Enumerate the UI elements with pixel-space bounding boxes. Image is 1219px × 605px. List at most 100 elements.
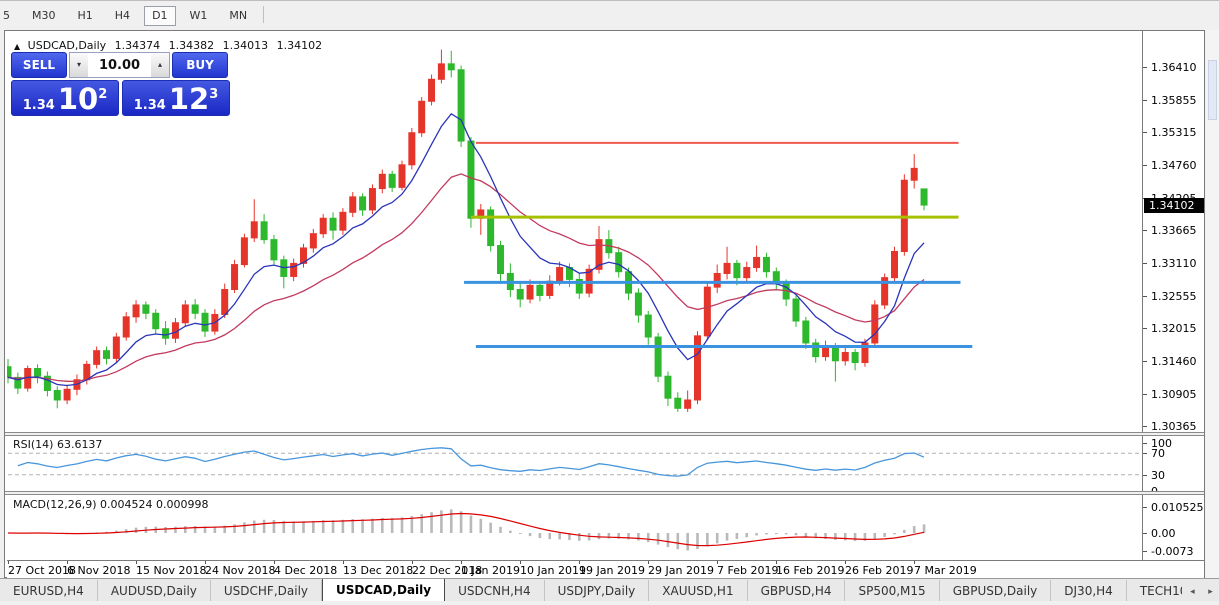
price-axis-label: 1.35315 — [1151, 126, 1197, 139]
price-axis-label: 1.30365 — [1151, 420, 1197, 433]
date-axis-label: 6 Nov 2018 — [67, 564, 131, 577]
timeframe-button-W1[interactable]: W1 — [189, 9, 208, 22]
chart-tab-gbpusd-h4[interactable]: GBPUSD,H4 — [748, 580, 846, 601]
buy-price-handle: 1.34 — [133, 98, 166, 113]
sell-price-handle: 1.34 — [22, 98, 55, 113]
macd-splitter[interactable] — [5, 491, 1204, 495]
timeframe-button-M30[interactable]: M30 — [32, 9, 56, 22]
axis-tick — [1143, 533, 1147, 534]
axis-tick — [1143, 230, 1147, 231]
date-axis-label: 16 Feb 2019 — [776, 564, 845, 577]
macd-axis-label: 0.00 — [1151, 527, 1176, 540]
date-axis-label: 15 Nov 2018 — [136, 564, 207, 577]
rsi-axis-label: 70 — [1151, 447, 1165, 460]
buy-button[interactable]: BUY — [172, 52, 228, 78]
date-tick — [412, 561, 413, 564]
rsi-label: RSI(14) 63.6137 — [13, 438, 103, 451]
rsi-splitter[interactable] — [5, 432, 1204, 436]
sell-button[interactable]: SELL — [11, 52, 67, 78]
axis-tick — [1143, 165, 1147, 166]
price-axis-label: 1.33110 — [1151, 257, 1197, 270]
axis-tick — [1143, 132, 1147, 133]
axis-tick — [1143, 67, 1147, 68]
ohlc-low: 1.34013 — [222, 39, 269, 52]
axis-tick — [1143, 100, 1147, 101]
timeframe-button-H1[interactable]: H1 — [77, 9, 93, 22]
date-tick — [717, 561, 718, 564]
sell-price-pipette: 2 — [98, 87, 108, 102]
chart-tab-dj30-h4[interactable]: DJ30,H4 — [1051, 580, 1127, 601]
axis-tick — [1143, 443, 1147, 444]
rsi-axis-label: 100 — [1151, 437, 1172, 450]
chart-scrollbar[interactable] — [1206, 30, 1219, 578]
date-tick — [845, 561, 846, 564]
buy-price-panel[interactable]: 1.34 12 3 — [122, 80, 230, 116]
chart-symbol: USDCAD,Daily — [27, 39, 107, 52]
buy-price-pips: 12 — [168, 82, 210, 116]
price-axis-label: 1.33665 — [1151, 224, 1197, 237]
volume-input[interactable] — [88, 53, 151, 77]
axis-tick — [1143, 263, 1147, 264]
ohlc-close: 1.34102 — [276, 39, 323, 52]
date-tick — [274, 561, 275, 564]
axis-tick — [1143, 551, 1147, 552]
axis-tick — [1143, 328, 1147, 329]
price-axis-label: 1.31460 — [1151, 355, 1197, 368]
chart-tab-gbpusd-daily[interactable]: GBPUSD,Daily — [940, 580, 1052, 601]
chart-tab-usdchf-daily[interactable]: USDCHF,Daily — [211, 580, 323, 601]
date-tick — [776, 561, 777, 564]
chart-scrollbar-thumb[interactable] — [1208, 60, 1217, 120]
price-axis: 1.364101.358551.353151.347601.342051.336… — [1142, 31, 1204, 560]
macd-axis-label: -0.0073 — [1151, 545, 1194, 558]
toolbar-separator — [263, 6, 265, 23]
ohlc-open: 1.34374 — [114, 39, 161, 52]
rsi-axis-label: 30 — [1151, 469, 1165, 482]
date-tick — [579, 561, 580, 564]
date-tick — [8, 561, 9, 564]
sell-price-panel[interactable]: 1.34 10 2 — [11, 80, 119, 116]
sell-price-pips: 10 — [57, 82, 99, 116]
candlestick-chart[interactable] — [7, 32, 1142, 560]
timeframe-button-D1[interactable]: D1 — [144, 6, 176, 26]
timeframe-button-MN[interactable]: MN — [229, 9, 248, 22]
chart-tab-usdcad-daily[interactable]: USDCAD,Daily — [322, 579, 446, 601]
date-tick — [343, 561, 344, 564]
price-axis-label: 1.30905 — [1151, 388, 1197, 401]
price-axis-label: 1.35855 — [1151, 94, 1197, 107]
volume-decrease-icon[interactable]: ▾ — [70, 53, 88, 77]
macd-label: MACD(12,26,9) 0.004524 0.000998 — [13, 498, 209, 511]
price-axis-label: 1.32015 — [1151, 322, 1197, 335]
axis-tick — [1143, 507, 1147, 508]
axis-tick — [1143, 426, 1147, 427]
buy-price-pipette: 3 — [209, 87, 219, 102]
chart-tab-eurusd-h4[interactable]: EURUSD,H4 — [0, 580, 98, 601]
chart-tab-xauusd-h1[interactable]: XAUUSD,H1 — [649, 580, 748, 601]
date-axis: 27 Oct 2018 6 Nov 2018 15 Nov 2018 24 Nov 2… — [7, 560, 1204, 578]
date-axis-label: 24 Nov 2018 — [205, 564, 276, 577]
date-axis-label: 29 Jan 2019 — [648, 564, 714, 577]
chart-header: ▲ USDCAD,Daily 1.34374 1.34382 1.34013 1… — [14, 39, 322, 52]
chart-tab-bar: EURUSD,H4 AUDUSD,Daily USDCHF,Daily USDCAD,… — [0, 578, 1219, 601]
ohlc-high: 1.34382 — [168, 39, 215, 52]
date-axis-label: 4 Dec 2018 — [274, 564, 338, 577]
date-axis-label: 27 Oct 2018 — [8, 564, 77, 577]
axis-tick — [1143, 453, 1147, 454]
chart-tab-usdcnh-h4[interactable]: USDCNH,H4 — [445, 580, 545, 601]
chart-tab-usdjpy-daily[interactable]: USDJPY,Daily — [545, 580, 650, 601]
volume-increase-icon[interactable]: ▴ — [151, 53, 169, 77]
status-bar — [0, 601, 1219, 605]
timeframe-button-5[interactable]: 5 — [3, 9, 10, 22]
chart-tab-audusd-daily[interactable]: AUDUSD,Daily — [98, 580, 211, 601]
price-axis-label: 1.36410 — [1151, 61, 1197, 74]
tab-scroll-left-icon[interactable]: ◂ — [1190, 587, 1195, 597]
collapse-chart-icon[interactable]: ▲ — [14, 42, 21, 51]
tab-scroll-right-icon[interactable]: ▸ — [1208, 587, 1213, 597]
axis-tick — [1143, 394, 1147, 395]
axis-tick — [1143, 361, 1147, 362]
chart-tab-sp500-m15[interactable]: SP500,M15 — [845, 580, 940, 601]
volume-spinner: ▾ ▴ — [69, 52, 170, 78]
date-tick — [461, 561, 462, 564]
timeframe-button-H4[interactable]: H4 — [114, 9, 131, 22]
date-tick — [914, 561, 915, 564]
